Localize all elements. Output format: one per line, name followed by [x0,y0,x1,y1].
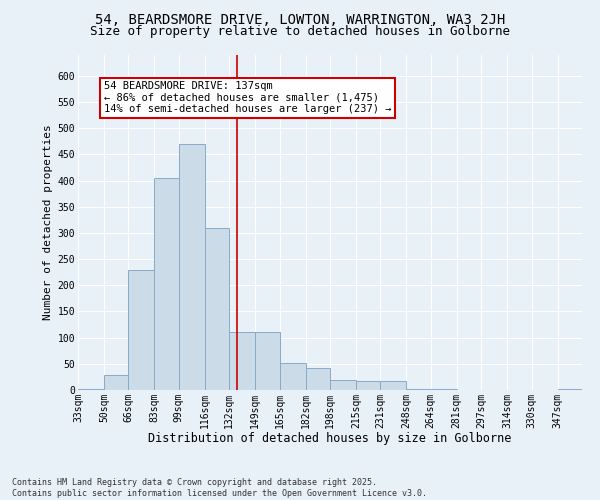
Bar [406,389,431,390]
Text: Contains HM Land Registry data © Crown copyright and database right 2025.
Contai: Contains HM Land Registry data © Crown c… [12,478,427,498]
Bar [305,368,330,390]
Bar [557,389,582,390]
Bar [205,228,229,390]
Bar [229,332,255,390]
Bar [356,380,380,390]
Bar [154,178,179,390]
Text: Size of property relative to detached houses in Golborne: Size of property relative to detached ho… [90,25,510,38]
Bar [280,363,305,390]
Bar [431,389,457,390]
Text: 54 BEARDSMORE DRIVE: 137sqm
← 86% of detached houses are smaller (1,475)
14% of : 54 BEARDSMORE DRIVE: 137sqm ← 86% of det… [104,81,391,114]
Bar [128,270,154,390]
X-axis label: Distribution of detached houses by size in Golborne: Distribution of detached houses by size … [148,432,512,445]
Text: 54, BEARDSMORE DRIVE, LOWTON, WARRINGTON, WA3 2JH: 54, BEARDSMORE DRIVE, LOWTON, WARRINGTON… [95,12,505,26]
Y-axis label: Number of detached properties: Number of detached properties [43,124,53,320]
Bar [78,389,104,390]
Bar [255,332,280,390]
Bar [179,144,205,390]
Bar [104,376,128,390]
Bar [380,380,406,390]
Bar [330,380,356,390]
